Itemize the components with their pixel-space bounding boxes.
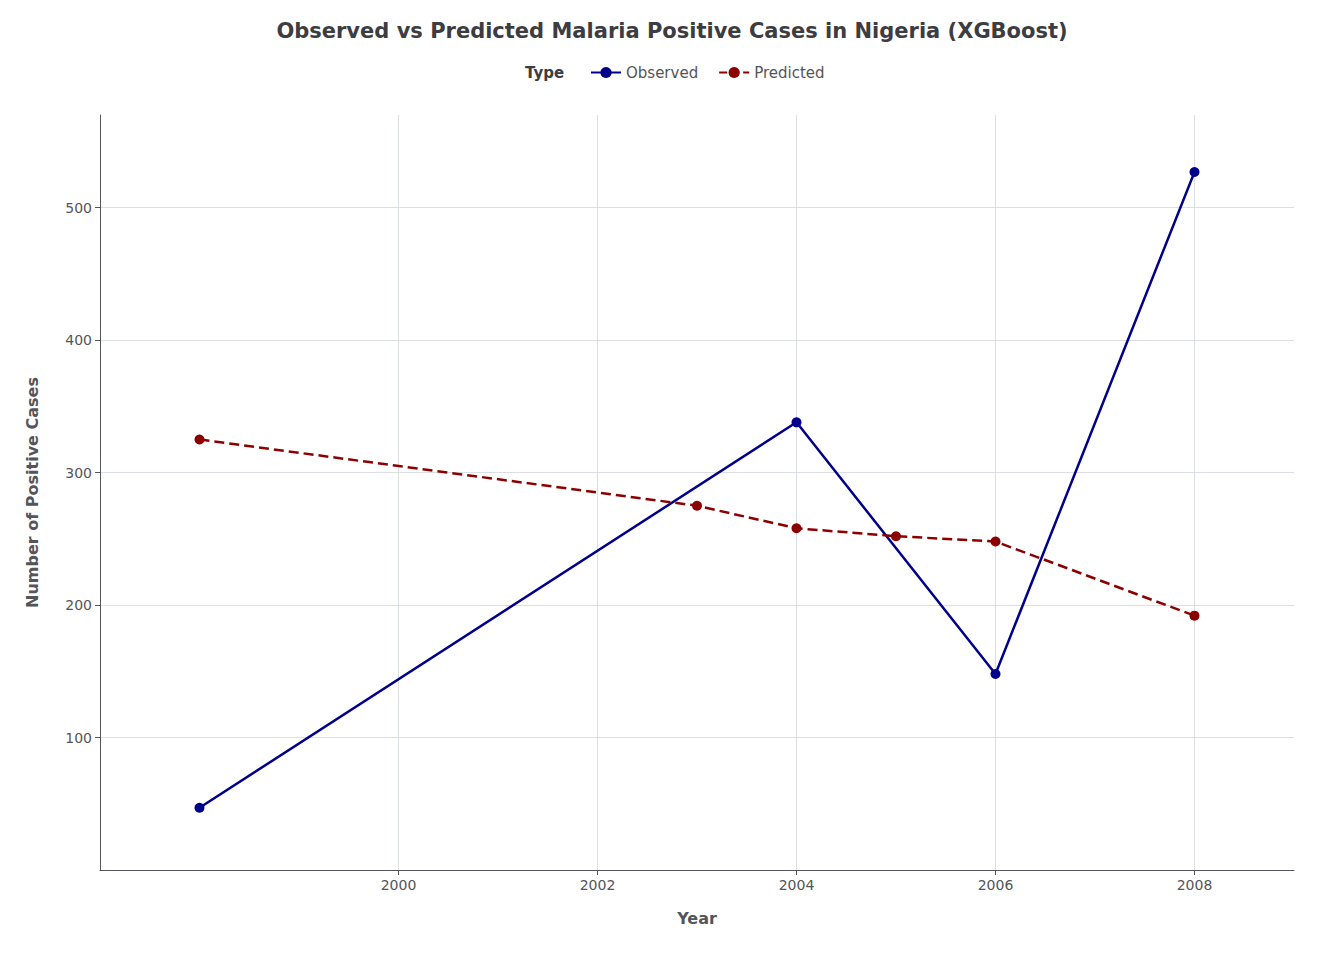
svg-text:2004: 2004: [779, 877, 815, 893]
svg-text:Year: Year: [676, 909, 717, 928]
svg-text:Observed: Observed: [626, 64, 698, 82]
svg-text:Predicted: Predicted: [754, 64, 824, 82]
svg-text:2000: 2000: [381, 877, 417, 893]
svg-text:2006: 2006: [978, 877, 1014, 893]
svg-text:Number of Positive Cases: Number of Positive Cases: [23, 377, 42, 608]
svg-text:200: 200: [65, 597, 92, 613]
svg-text:2008: 2008: [1177, 877, 1213, 893]
svg-text:300: 300: [65, 465, 92, 481]
svg-text:500: 500: [65, 200, 92, 216]
svg-text:Type: Type: [525, 64, 564, 82]
svg-text:400: 400: [65, 332, 92, 348]
svg-text:100: 100: [65, 730, 92, 746]
svg-text:2002: 2002: [580, 877, 616, 893]
svg-text:Observed vs Predicted Malaria: Observed vs Predicted Malaria Positive C…: [276, 19, 1067, 43]
